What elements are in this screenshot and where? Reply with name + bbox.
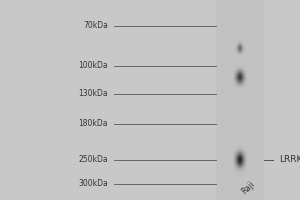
Text: LRRK1: LRRK1	[279, 156, 300, 164]
Bar	[216, 0, 264, 192]
Text: 300kDa: 300kDa	[78, 180, 108, 188]
Text: 250kDa: 250kDa	[78, 156, 108, 164]
Text: 180kDa: 180kDa	[79, 119, 108, 129]
Text: 100kDa: 100kDa	[78, 62, 108, 71]
Text: 130kDa: 130kDa	[78, 90, 108, 98]
Text: Raji: Raji	[240, 179, 256, 196]
Text: 70kDa: 70kDa	[83, 21, 108, 30]
